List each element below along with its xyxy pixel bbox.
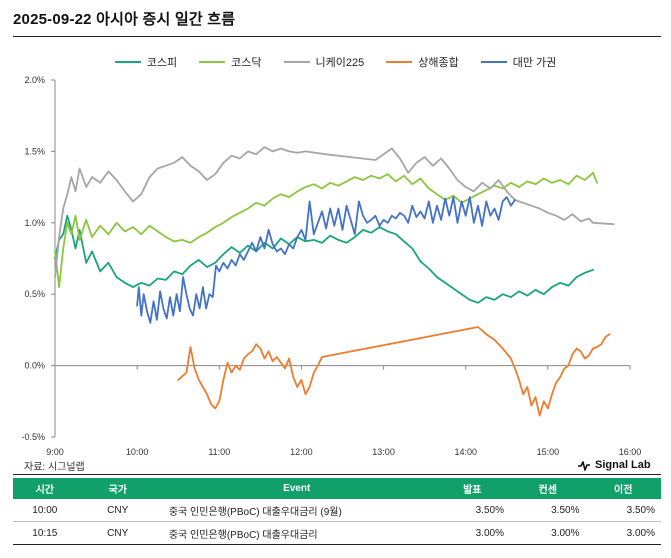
cell-actual: 3.50% — [434, 499, 511, 522]
cell-actual: 3.00% — [434, 521, 511, 545]
cell-consensus: 3.00% — [510, 521, 586, 545]
legend-label-kospi: 코스피 — [146, 57, 178, 69]
page-title: 2025-09-22 아시아 증시 일간 흐름 — [13, 11, 236, 28]
legend-item-taiwan: 대만 가권 — [480, 54, 557, 70]
signal-wave-icon — [578, 460, 590, 471]
chart-bottom-divider — [13, 474, 661, 475]
x-tick-label: 13:00 — [372, 447, 395, 457]
series-line-kospi — [54, 214, 594, 304]
x-tick-label: 9:00 — [46, 447, 64, 457]
header-event: Event — [158, 478, 435, 499]
cell-previous: 3.00% — [585, 521, 661, 545]
legend-label-kosdaq: 코스닥 — [231, 57, 262, 69]
y-tick-label: 1.0% — [24, 218, 45, 228]
brand-logo: Signal Lab — [577, 459, 651, 471]
cell-event: 중국 인민은행(PBoC) 대출우대금리 — [158, 521, 435, 545]
brand-name: Signal Lab — [595, 459, 651, 471]
x-tick-label: 12:00 — [290, 447, 313, 457]
series-line-nikkei — [54, 146, 615, 279]
y-tick-label: -0.5% — [21, 432, 45, 442]
legend-item-kospi: 코스피 — [114, 54, 178, 70]
cell-country: CNY — [76, 499, 159, 522]
y-tick-label: 0.5% — [24, 289, 45, 299]
cell-event: 중국 인민은행(PBoC) 대출우대금리 (9월) — [158, 499, 435, 522]
legend-label-nikkei: 니케이225 — [315, 57, 365, 69]
y-tick-label: 2.0% — [24, 75, 45, 85]
legend-item-nikkei: 니케이225 — [283, 54, 365, 70]
cell-time: 10:15 — [13, 521, 77, 545]
legend-item-kosdaq: 코스닥 — [199, 54, 262, 70]
legend-swatch-kospi — [114, 61, 141, 63]
line-chart: 2.0% 1.5% 1.0% 0.5% 0.0% -0.5%9:00 10:00 11:00 1… — [21, 75, 642, 457]
legend-item-shanghai: 상해종합 — [386, 54, 459, 70]
x-tick-label: 10:00 — [126, 447, 149, 457]
header-previous: 이전 — [585, 478, 661, 499]
y-tick-label: 0.0% — [24, 361, 45, 371]
cell-previous: 3.50% — [585, 499, 661, 522]
table-row: 10:15 CNY 중국 인민은행(PBoC) 대출우대금리 3.00% 3.0… — [13, 521, 661, 545]
x-tick-label: 15:00 — [537, 447, 560, 457]
table-header-row: 시간 국가 Event 발표 컨센 이전 — [13, 478, 661, 499]
legend-swatch-taiwan — [480, 61, 507, 63]
source-note: 자료: 시그널랩 — [24, 462, 85, 473]
legend-swatch-nikkei — [283, 61, 310, 63]
title-divider — [13, 36, 661, 37]
economic-events-table: 시간 국가 Event 발표 컨센 이전 10:00 CNY 중국 인민은행(P… — [13, 478, 661, 545]
legend-label-taiwan: 대만 가권 — [512, 57, 557, 69]
cell-consensus: 3.50% — [510, 499, 586, 522]
series-line-taiwan — [136, 196, 516, 324]
series-line-kosdaq — [54, 171, 598, 289]
header-time: 시간 — [13, 478, 77, 499]
x-tick-label: 11:00 — [208, 447, 230, 457]
header-country: 국가 — [76, 478, 159, 499]
legend-label-shanghai: 상해종합 — [418, 57, 459, 69]
header-consensus: 컨센 — [510, 478, 586, 499]
series-line-shanghai — [177, 326, 611, 417]
cell-time: 10:00 — [13, 499, 77, 522]
legend-swatch-kosdaq — [199, 61, 226, 63]
cell-country: CNY — [76, 521, 159, 545]
header-actual: 발표 — [434, 478, 511, 499]
table-row: 10:00 CNY 중국 인민은행(PBoC) 대출우대금리 (9월) 3.50… — [13, 499, 661, 522]
chart-legend: 코스피 코스닥 니케이225 상해종합 대만 가권 — [0, 54, 671, 70]
legend-swatch-shanghai — [386, 61, 413, 63]
x-tick-label: 16:00 — [619, 447, 642, 457]
y-tick-label: 1.5% — [24, 146, 45, 156]
x-tick-label: 14:00 — [454, 447, 477, 457]
